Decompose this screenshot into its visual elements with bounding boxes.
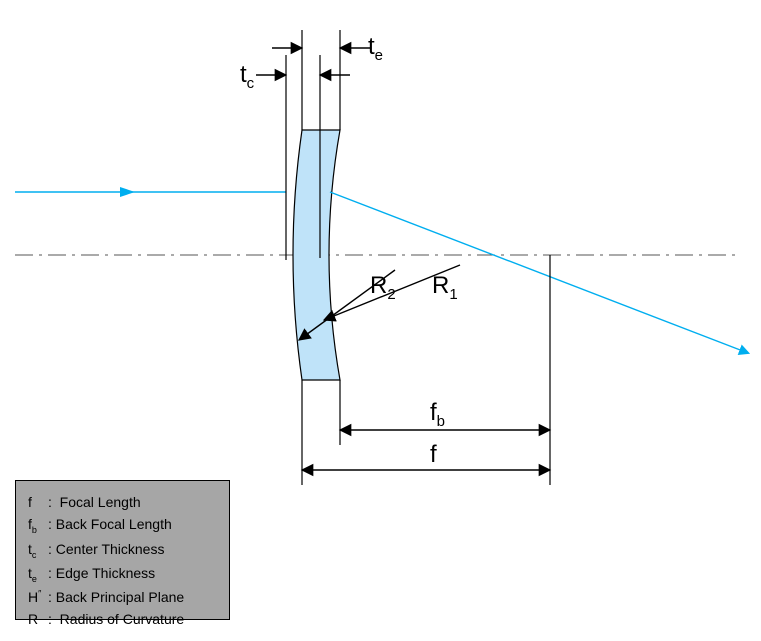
legend: f: Focal Length fb: Back Focal Length tc…	[15, 480, 230, 620]
label-tc: tc	[240, 61, 255, 92]
dim-f: f	[302, 380, 550, 485]
lens-body	[293, 130, 340, 380]
label-te: te	[368, 33, 383, 64]
leader-r1: R1	[324, 265, 460, 320]
label-r2: R2	[370, 272, 396, 303]
label-r1: R1	[432, 272, 458, 303]
legend-row: R: Radius of Curvature	[28, 608, 217, 630]
legend-row: fb: Back Focal Length	[28, 513, 217, 537]
label-f: f	[430, 441, 437, 468]
legend-row: f: Focal Length	[28, 491, 217, 513]
dim-te: te	[272, 30, 383, 130]
incident-ray-arrow	[120, 187, 135, 197]
legend-row: tc: Center Thickness	[28, 538, 217, 562]
legend-row: H″: Back Principal Plane	[28, 586, 217, 608]
legend-row: te: Edge Thickness	[28, 562, 217, 586]
label-fb: fb	[430, 399, 445, 430]
